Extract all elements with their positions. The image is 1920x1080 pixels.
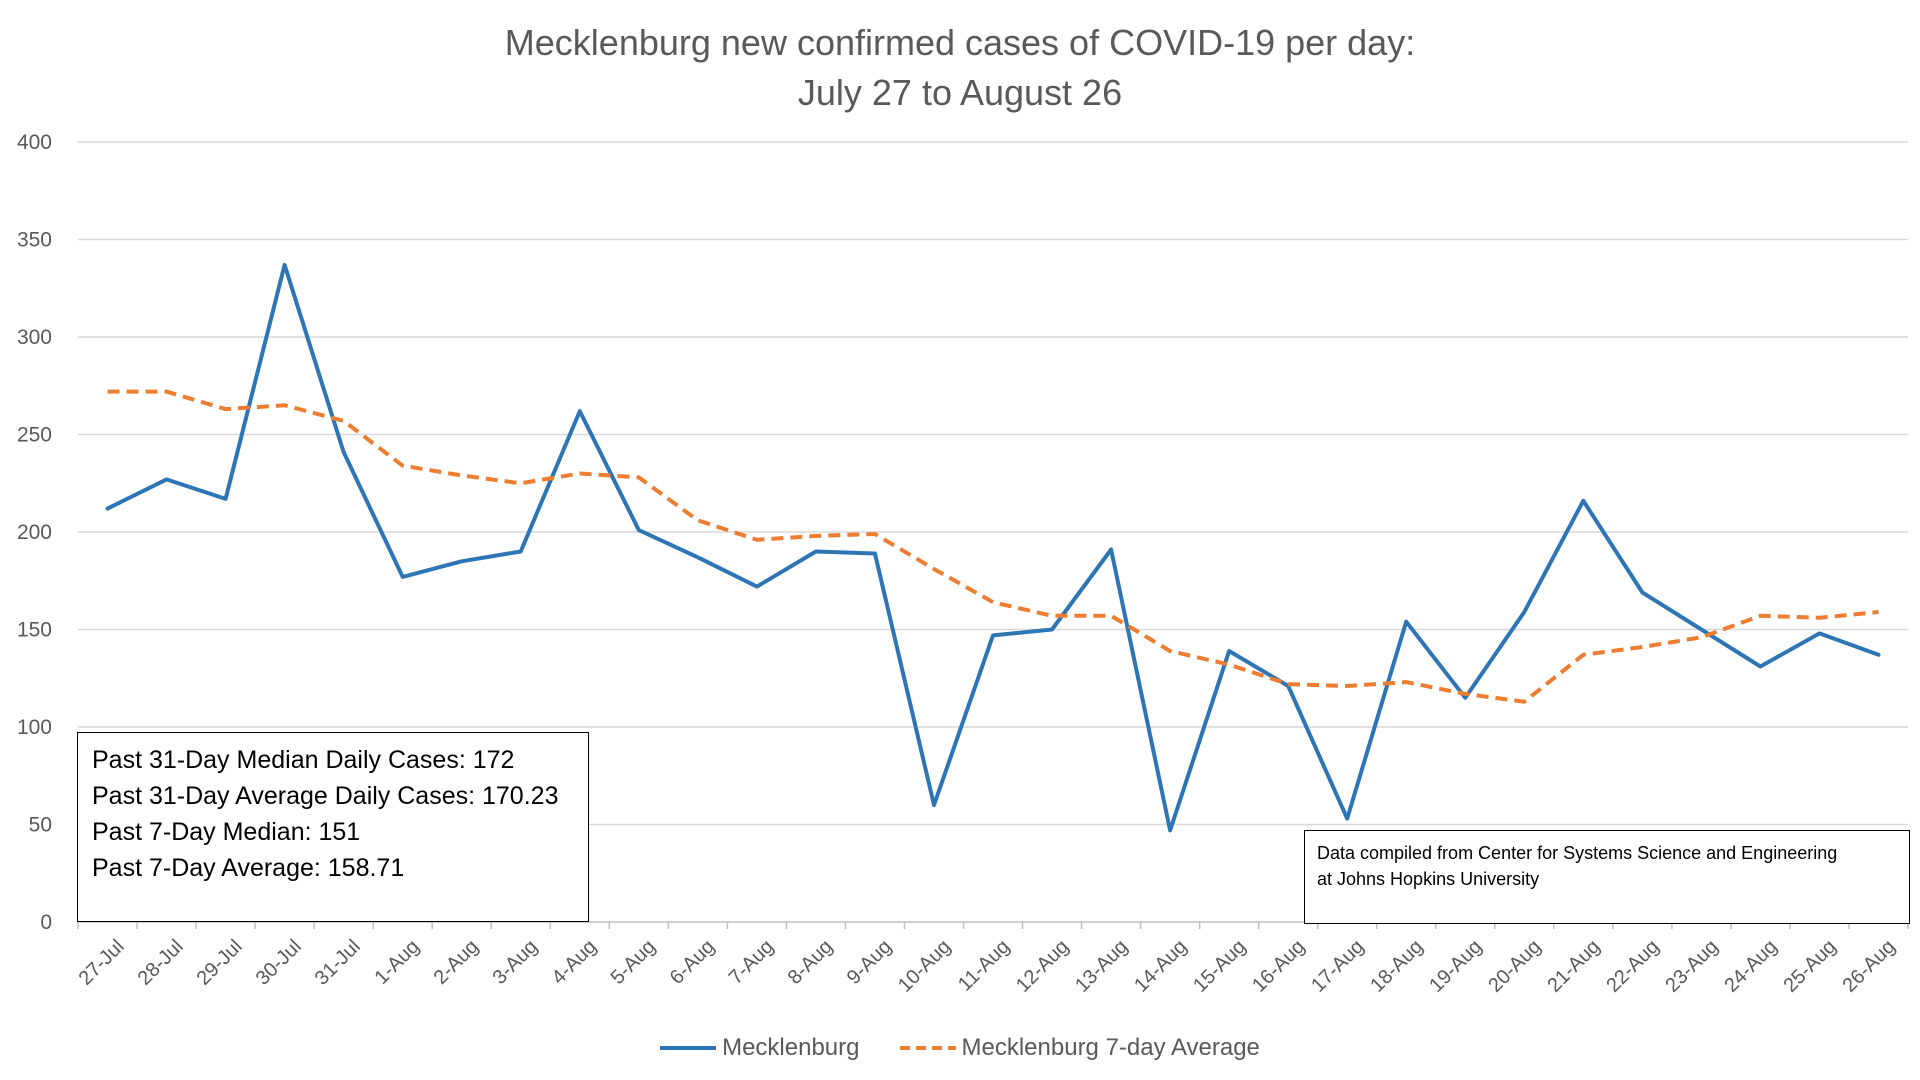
x-tick-label: 27-Jul (75, 936, 129, 990)
chart-subtitle: July 27 to August 26 (797, 72, 1123, 113)
x-tick-label: 1-Aug (371, 936, 424, 989)
x-tick-label: 20-Aug (1484, 936, 1545, 997)
x-tick-label: 31-Jul (311, 936, 365, 990)
x-tick-label: 14-Aug (1130, 936, 1191, 997)
series-line-mecklenburg (105, 262, 1881, 833)
series-line-7day-average (107, 389, 1879, 704)
y-tick-label: 50 (29, 814, 52, 837)
x-tick-label: 28-Jul (134, 936, 188, 990)
legend-swatch-dashed-line (899, 1046, 956, 1050)
stat-31day-median: Past 31-Day Median Daily Cases: 172 (92, 746, 515, 774)
x-tick-label: 21-Aug (1543, 936, 1604, 997)
x-tick-label: 5-Aug (607, 936, 660, 989)
x-tick-label: 4-Aug (548, 936, 601, 989)
x-tick-label: 25-Aug (1779, 936, 1840, 997)
x-tick-label: 17-Aug (1307, 936, 1368, 997)
legend-item-7day-average: Mecklenburg 7-day Average (899, 1034, 1260, 1062)
x-tick-label: 15-Aug (1189, 936, 1250, 997)
x-tick-label: 9-Aug (843, 936, 896, 989)
x-axis-tick-labels: 27-Jul 28-Jul 29-Jul 30-Jul 31-Jul 1-Aug 2-Aug… (75, 936, 1900, 997)
x-tick-label: 30-Jul (252, 936, 306, 990)
summary-stats-box: Past 31-Day Median Daily Cases: 172 Past… (77, 732, 589, 922)
x-tick-label: 11-Aug (954, 936, 1014, 996)
y-tick-label: 0 (40, 911, 52, 934)
x-tick-label: 6-Aug (666, 936, 719, 989)
source-line-1: Data compiled from Center for Systems Sc… (1317, 843, 1838, 863)
x-tick-label: 24-Aug (1720, 936, 1781, 997)
chart-legend: Mecklenburg Mecklenburg 7-day Average (0, 1034, 1920, 1062)
x-tick-label: 18-Aug (1366, 936, 1427, 997)
x-tick-label: 10-Aug (894, 936, 955, 997)
y-tick-label: 300 (17, 326, 52, 349)
x-tick-label: 16-Aug (1248, 936, 1309, 997)
x-tick-label: 8-Aug (784, 936, 837, 989)
y-tick-label: 100 (17, 716, 52, 739)
y-tick-label: 400 (17, 131, 52, 154)
stat-31day-average: Past 31-Day Average Daily Cases: 170.23 (92, 782, 559, 810)
x-tick-label: 26-Aug (1838, 936, 1899, 997)
series-lines (105, 262, 1881, 833)
legend-label-7day-average: Mecklenburg 7-day Average (961, 1034, 1260, 1061)
legend-swatch-solid-line (660, 1046, 717, 1050)
data-source-note: Data compiled from Center for Systems Sc… (1304, 830, 1910, 924)
y-tick-label: 350 (17, 229, 52, 252)
stat-7day-average: Past 7-Day Average: 158.71 (92, 854, 405, 882)
y-tick-label: 200 (17, 521, 52, 544)
x-tick-label: 7-Aug (725, 936, 778, 989)
legend-item-mecklenburg: Mecklenburg (660, 1034, 860, 1062)
stat-7day-median: Past 7-Day Median: 151 (92, 818, 361, 846)
x-tick-label: 29-Jul (193, 936, 247, 990)
x-tick-label: 19-Aug (1425, 936, 1486, 997)
x-tick-label: 2-Aug (430, 936, 483, 989)
source-line-2: at Johns Hopkins University (1317, 869, 1540, 889)
x-tick-label: 12-Aug (1012, 936, 1073, 997)
y-tick-label: 250 (17, 424, 52, 447)
y-tick-label: 150 (17, 619, 52, 642)
chart-title: Mecklenburg new confirmed cases of COVID… (504, 22, 1416, 63)
chart-title-block: Mecklenburg new confirmed cases of COVID… (0, 18, 1920, 118)
legend-label-mecklenburg: Mecklenburg (722, 1034, 860, 1061)
x-tick-label: 22-Aug (1602, 936, 1663, 997)
x-tick-label: 3-Aug (489, 936, 542, 989)
y-axis-tick-labels: 0 50 100 150 200 250 300 350 400 (17, 131, 52, 934)
x-tick-label: 23-Aug (1661, 936, 1722, 997)
x-tick-label: 13-Aug (1071, 936, 1132, 997)
